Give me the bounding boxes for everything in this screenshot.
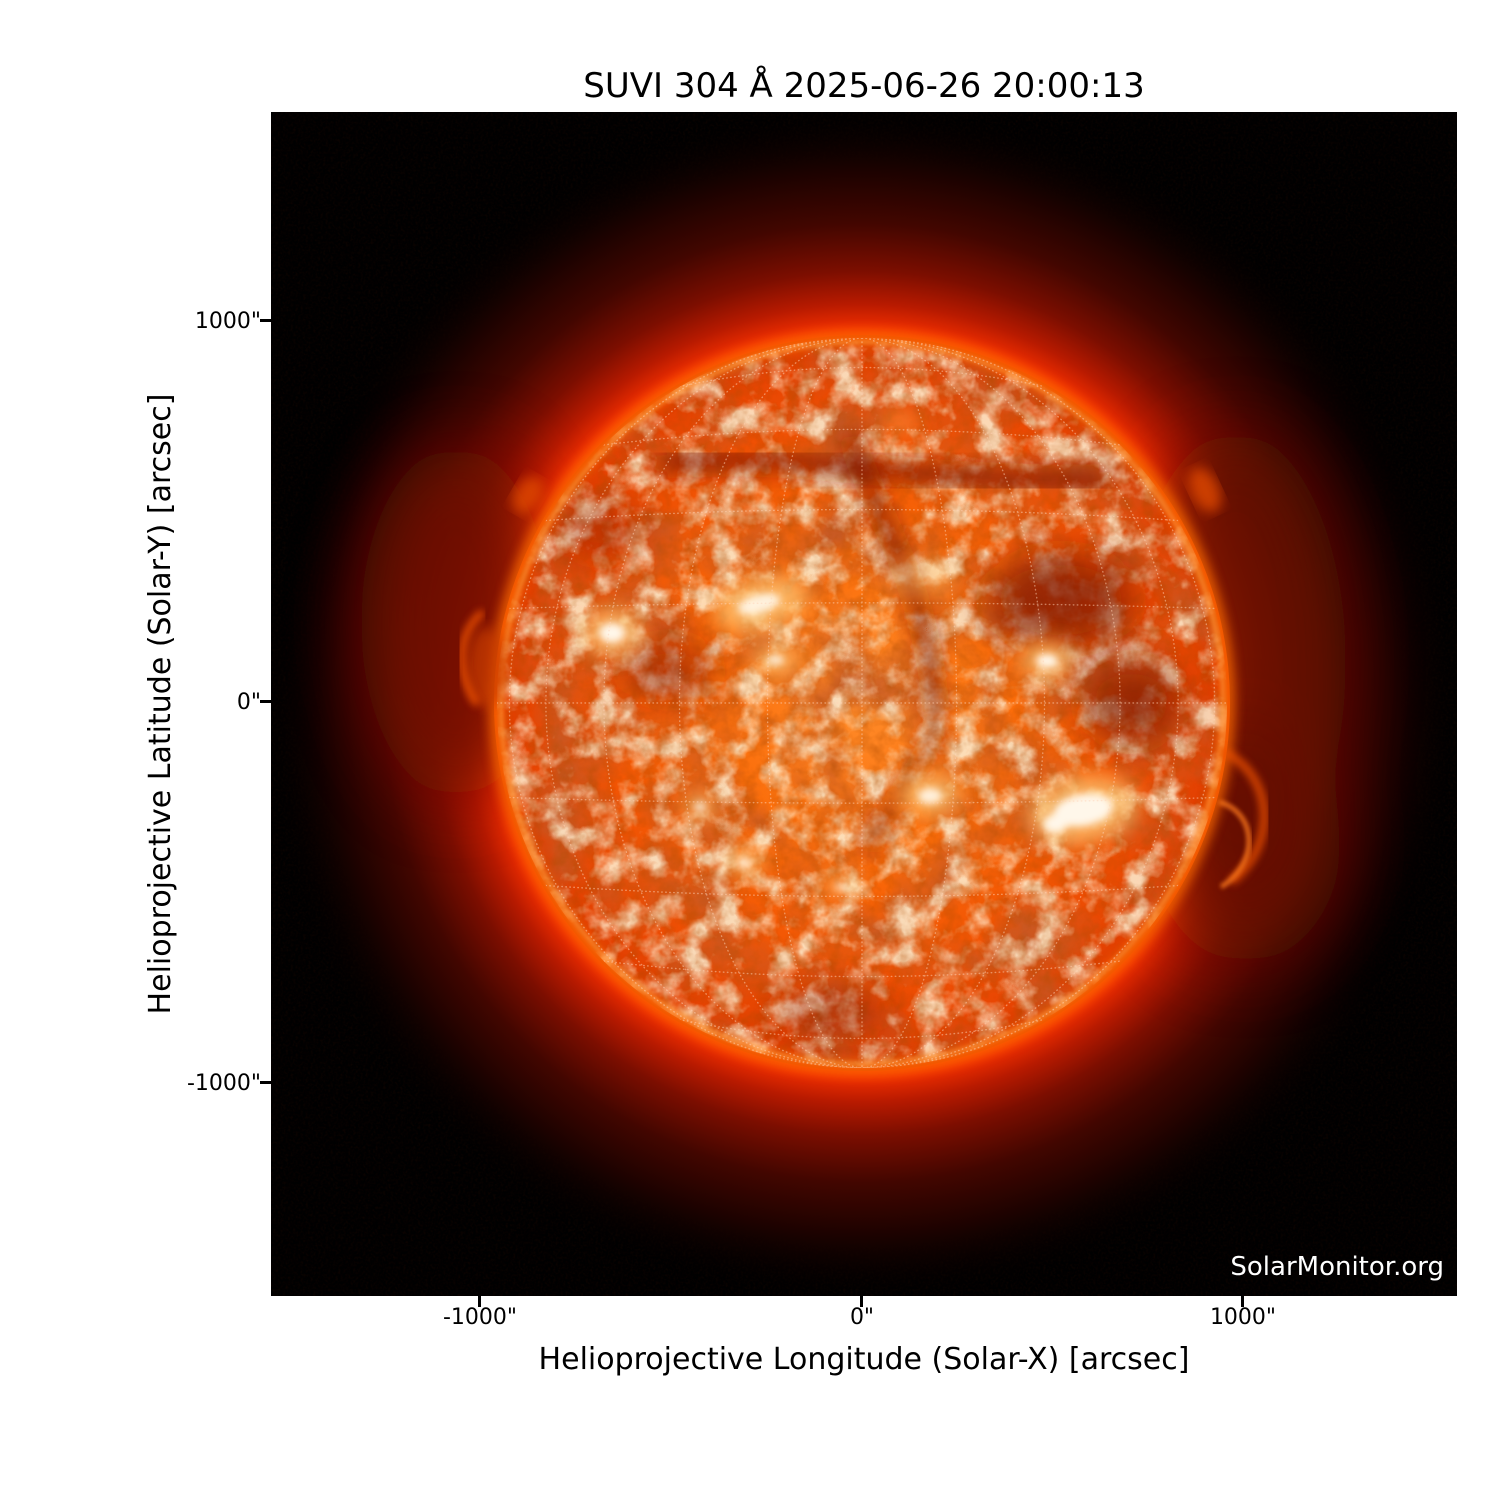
sun-image [271, 112, 1457, 1296]
y-tick-mark [260, 319, 271, 322]
y-tick-label-0: 0" [236, 690, 261, 715]
watermark-solarmonitor: SolarMonitor.org [1230, 1252, 1444, 1282]
x-axis-label: Helioprojective Longitude (Solar-X) [arc… [538, 1342, 1190, 1377]
x-tick-label-1000: 1000" [1209, 1305, 1277, 1330]
x-tick-label-0: 0" [849, 1305, 875, 1330]
x-tick-mark [1241, 1296, 1244, 1307]
y-tick-label-neg1000: -1000" [186, 1071, 261, 1096]
y-tick-label-1000: 1000" [194, 309, 261, 334]
y-tick-mark [260, 1081, 271, 1084]
x-tick-mark [478, 1296, 481, 1307]
x-tick-label-neg1000: -1000" [442, 1305, 518, 1330]
chart-title: SUVI 304 Å 2025-06-26 20:00:13 [583, 66, 1145, 106]
x-tick-mark [860, 1296, 863, 1307]
plot-area: SolarMonitor.org [271, 112, 1457, 1296]
y-tick-mark [260, 700, 271, 703]
y-axis-label: Helioprojective Latitude (Solar-Y) [arcs… [143, 393, 178, 1015]
